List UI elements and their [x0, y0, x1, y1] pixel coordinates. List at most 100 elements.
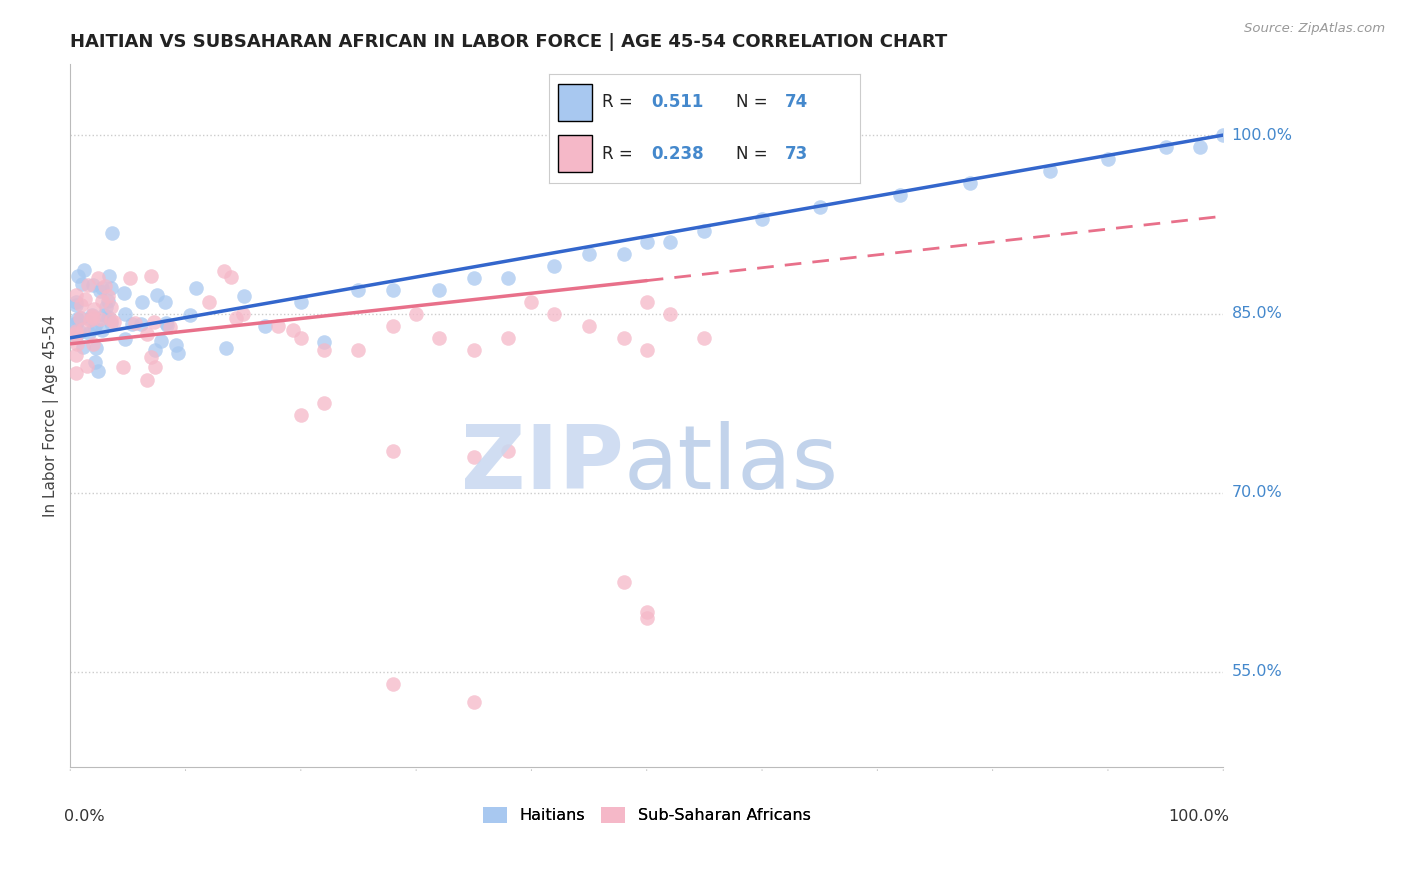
- Point: [103, 315, 125, 329]
- Point: [520, 295, 543, 310]
- Point: [65, 316, 87, 330]
- Point: [90, 281, 112, 295]
- Point: [578, 318, 600, 333]
- Point: [100, 316, 122, 330]
- Point: [90, 293, 112, 308]
- Point: [65, 328, 87, 343]
- Point: [69, 310, 91, 325]
- Point: [112, 286, 135, 301]
- Point: [636, 343, 658, 357]
- Point: [89, 285, 111, 299]
- Point: [751, 211, 773, 226]
- Point: [97, 310, 120, 324]
- Point: [118, 270, 141, 285]
- Text: 85.0%: 85.0%: [1232, 307, 1282, 321]
- Point: [463, 271, 485, 285]
- Point: [197, 295, 219, 310]
- Point: [281, 323, 304, 337]
- Point: [463, 450, 485, 464]
- Point: [72, 322, 94, 336]
- Point: [427, 283, 450, 297]
- Point: [382, 318, 405, 333]
- Text: 0.0%: 0.0%: [65, 810, 105, 824]
- Point: [82, 309, 104, 323]
- Point: [65, 326, 87, 340]
- Point: [143, 360, 166, 375]
- Point: [224, 310, 246, 325]
- Point: [1189, 140, 1212, 154]
- Point: [143, 315, 166, 329]
- Point: [94, 279, 117, 293]
- Point: [312, 343, 335, 357]
- Point: [155, 294, 177, 309]
- Point: [253, 319, 276, 334]
- Point: [124, 316, 146, 330]
- Point: [166, 346, 188, 360]
- Point: [70, 277, 93, 292]
- Text: 55.0%: 55.0%: [1232, 665, 1282, 680]
- Point: [136, 326, 159, 341]
- Point: [463, 343, 485, 357]
- Legend: Haitians, Sub-Saharan Africans: Haitians, Sub-Saharan Africans: [477, 801, 817, 830]
- Point: [114, 332, 136, 346]
- Point: [89, 311, 111, 326]
- Point: [84, 317, 107, 331]
- Point: [693, 223, 716, 237]
- Point: [114, 307, 136, 321]
- Point: [613, 247, 636, 261]
- Point: [77, 326, 100, 340]
- Point: [82, 278, 104, 293]
- Point: [578, 247, 600, 261]
- Text: 100.0%: 100.0%: [1168, 810, 1229, 824]
- Point: [131, 294, 153, 309]
- Point: [543, 307, 565, 321]
- Point: [83, 302, 105, 317]
- Point: [84, 341, 107, 355]
- Point: [267, 318, 290, 333]
- Point: [290, 295, 312, 310]
- Point: [219, 270, 242, 285]
- Point: [82, 311, 104, 326]
- Point: [65, 298, 87, 312]
- Point: [86, 364, 108, 378]
- Point: [131, 317, 153, 331]
- Point: [405, 307, 427, 321]
- Point: [613, 575, 636, 590]
- Point: [693, 331, 716, 345]
- Point: [312, 334, 335, 349]
- Point: [67, 268, 90, 283]
- Point: [159, 319, 181, 334]
- Text: atlas: atlas: [624, 421, 839, 508]
- Point: [65, 295, 87, 310]
- Point: [290, 331, 312, 345]
- Point: [179, 308, 201, 322]
- Point: [382, 677, 405, 691]
- Point: [66, 337, 89, 351]
- Point: [543, 260, 565, 274]
- Point: [427, 331, 450, 345]
- Point: [75, 292, 97, 306]
- Point: [80, 312, 103, 326]
- Point: [312, 396, 335, 410]
- Point: [498, 271, 520, 285]
- Point: [232, 307, 254, 321]
- Point: [215, 341, 238, 355]
- Point: [65, 348, 87, 362]
- Point: [233, 289, 256, 303]
- Point: [636, 295, 658, 310]
- Point: [382, 283, 405, 297]
- Point: [155, 316, 177, 330]
- Point: [959, 176, 981, 190]
- Point: [65, 288, 87, 302]
- Point: [83, 321, 105, 335]
- Point: [65, 329, 87, 343]
- Point: [76, 359, 98, 374]
- Point: [65, 366, 87, 380]
- Point: [347, 283, 370, 297]
- Point: [83, 355, 105, 369]
- Y-axis label: In Labor Force | Age 45-54: In Labor Force | Age 45-54: [44, 314, 59, 516]
- Point: [139, 268, 162, 283]
- Point: [498, 444, 520, 458]
- Point: [135, 373, 157, 387]
- Point: [165, 338, 187, 352]
